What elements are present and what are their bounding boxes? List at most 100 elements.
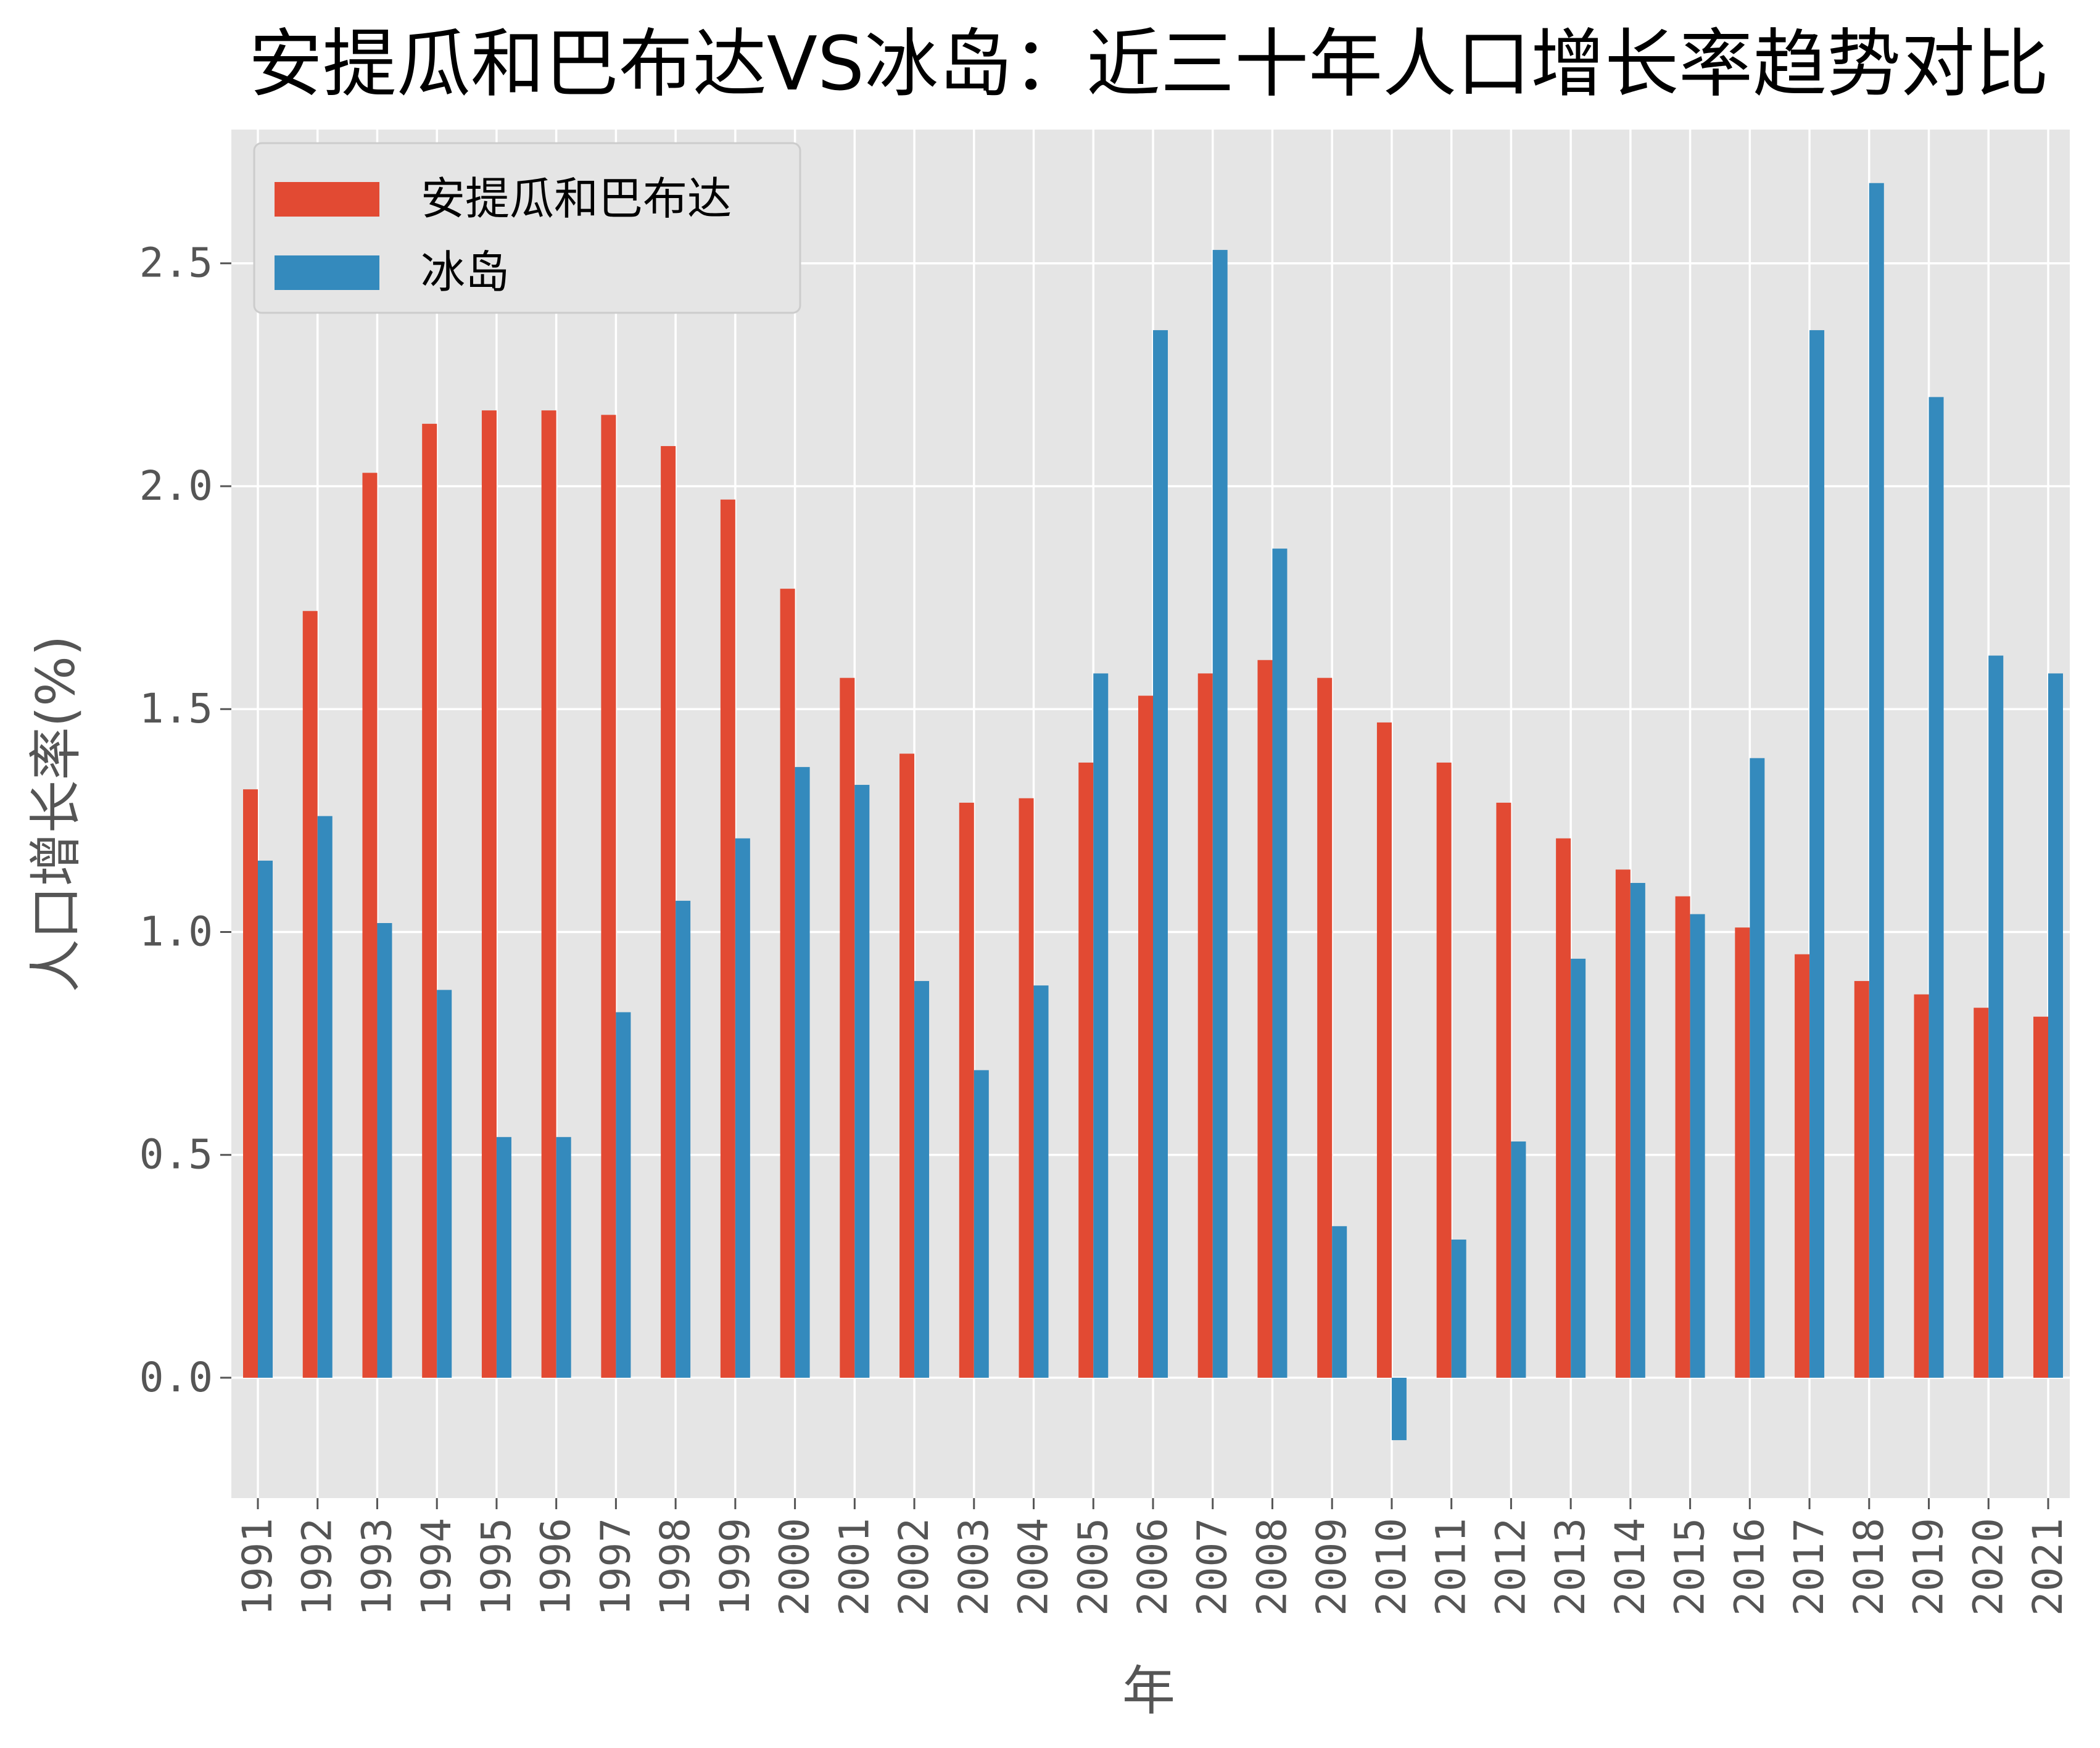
bar-iceland-2020	[1988, 655, 2004, 1378]
x-tick-label: 2006	[1129, 1518, 1176, 1616]
bar-antigua-2013	[1556, 838, 1571, 1378]
bar-antigua-2019	[1914, 994, 1929, 1378]
bar-antigua-1991	[243, 789, 258, 1378]
bar-iceland-2012	[1511, 1141, 1526, 1378]
y-tick-label: 1.0	[139, 908, 213, 955]
y-axis-label: 人口增长率(%)	[25, 636, 87, 993]
bar-antigua-2002	[899, 753, 915, 1378]
bar-antigua-1997	[601, 415, 616, 1378]
legend-box	[253, 142, 801, 314]
x-tick-label: 2019	[1905, 1518, 1953, 1616]
x-tick-label: 2008	[1248, 1518, 1296, 1616]
x-tick-label: 2011	[1428, 1518, 1475, 1616]
x-tick-label: 2000	[771, 1518, 819, 1616]
bar-antigua-2017	[1795, 954, 1810, 1378]
chart-title: 安提瓜和巴布达VS冰岛：近三十年人口增长率趋势对比	[249, 22, 2049, 107]
bar-iceland-2001	[854, 785, 870, 1378]
x-tick-label: 2002	[890, 1518, 938, 1616]
bar-antigua-1994	[422, 423, 437, 1378]
bar-antigua-2015	[1675, 896, 1690, 1378]
bar-antigua-2001	[840, 677, 855, 1378]
y-tick-label: 1.5	[139, 685, 213, 732]
x-tick-label: 2016	[1726, 1518, 1773, 1616]
bar-iceland-2013	[1571, 958, 1586, 1378]
x-tick-label: 2018	[1845, 1518, 1893, 1616]
bar-antigua-2009	[1317, 677, 1333, 1378]
x-tick-label: 2020	[1964, 1518, 2012, 1616]
bar-antigua-1995	[481, 410, 497, 1378]
x-tick-label: 2001	[830, 1518, 878, 1616]
bar-antigua-2011	[1436, 762, 1452, 1378]
bar-antigua-2008	[1257, 660, 1273, 1378]
x-tick-label: 2017	[1785, 1518, 1833, 1616]
y-tick-label: 2.5	[139, 239, 213, 287]
bar-iceland-1999	[735, 838, 750, 1378]
bar-antigua-1993	[362, 473, 378, 1378]
bar-antigua-2016	[1735, 927, 1750, 1378]
x-tick-label: 2009	[1308, 1518, 1355, 1616]
bar-iceland-1998	[676, 900, 691, 1378]
x-tick-label: 1992	[294, 1518, 341, 1616]
bar-antigua-1998	[661, 445, 676, 1378]
bar-antigua-2010	[1376, 722, 1392, 1378]
bar-iceland-2006	[1153, 330, 1168, 1378]
bar-antigua-2020	[1974, 1008, 1989, 1378]
x-tick-label: 1998	[651, 1518, 699, 1616]
bar-iceland-1993	[377, 923, 392, 1378]
x-tick-label: 1999	[711, 1518, 759, 1616]
bar-iceland-1994	[437, 990, 452, 1378]
bar-iceland-2011	[1451, 1239, 1466, 1378]
bar-iceland-2019	[1928, 397, 1944, 1378]
bar-iceland-2018	[1869, 183, 1884, 1378]
bar-iceland-2009	[1332, 1226, 1347, 1378]
x-tick-label: 2012	[1487, 1518, 1534, 1616]
bar-iceland-2008	[1272, 549, 1288, 1378]
bar-iceland-2016	[1750, 758, 1765, 1378]
legend-label-iceland: 冰岛	[421, 246, 510, 298]
bar-iceland-2021	[2048, 673, 2063, 1378]
bar-antigua-2007	[1197, 673, 1213, 1378]
y-tick-label: 0.0	[139, 1354, 213, 1401]
bar-iceland-2014	[1630, 882, 1645, 1378]
x-tick-label: 1997	[592, 1518, 639, 1616]
x-tick-label: 1994	[413, 1518, 460, 1616]
bar-antigua-2006	[1138, 695, 1153, 1378]
bar-iceland-2005	[1093, 673, 1109, 1378]
bar-antigua-1999	[720, 499, 735, 1378]
bar-antigua-2018	[1854, 980, 1869, 1378]
bar-iceland-2003	[974, 1070, 989, 1378]
x-tick-label: 1991	[234, 1518, 281, 1616]
bar-iceland-2004	[1033, 985, 1049, 1378]
legend-swatch-iceland	[275, 255, 379, 290]
bar-antigua-1996	[541, 410, 556, 1378]
bar-iceland-1997	[616, 1012, 631, 1378]
bar-iceland-2017	[1809, 330, 1825, 1378]
x-tick-label: 1996	[532, 1518, 580, 1616]
x-tick-labels: 1991 1992 1993 1994 1995 1996 1997 1998 1999 2000…	[234, 1498, 2072, 1616]
bar-iceland-1992	[317, 816, 333, 1378]
y-tick-labels: 0.0 0.5 1.0 1.5 2.0 2.5	[139, 239, 231, 1401]
bar-iceland-2002	[914, 980, 930, 1378]
bar-antigua-1992	[302, 611, 318, 1378]
x-tick-label: 1995	[473, 1518, 520, 1616]
x-tick-label: 2013	[1547, 1518, 1594, 1616]
bar-iceland-1991	[258, 860, 273, 1378]
bar-iceland-2000	[795, 767, 810, 1378]
bar-iceland-1996	[556, 1137, 571, 1378]
bar-iceland-1995	[496, 1137, 511, 1378]
legend-label-antigua: 安提瓜和巴布达	[421, 173, 732, 225]
x-tick-label: 2005	[1069, 1518, 1117, 1616]
x-tick-label: 2010	[1368, 1518, 1415, 1616]
legend-swatch-antigua	[275, 182, 379, 217]
x-axis-label: 年	[1122, 1660, 1175, 1722]
bar-iceland-2007	[1212, 250, 1228, 1378]
x-tick-label: 1993	[353, 1518, 400, 1616]
bar-antigua-2014	[1615, 869, 1631, 1378]
x-tick-label: 2021	[2024, 1518, 2072, 1616]
x-tick-label: 2003	[950, 1518, 998, 1616]
bar-antigua-2000	[780, 589, 795, 1378]
y-tick-label: 2.0	[139, 462, 213, 510]
x-tick-label: 2015	[1666, 1518, 1714, 1616]
bar-iceland-2015	[1690, 914, 1705, 1378]
